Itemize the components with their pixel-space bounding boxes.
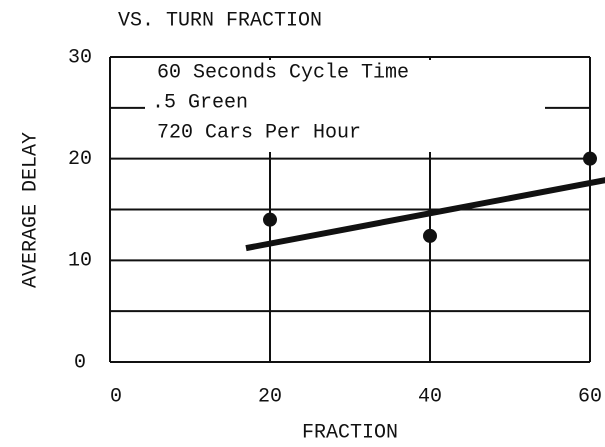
x-tick-label: 0	[110, 385, 122, 408]
x-tick-label: 40	[418, 385, 442, 408]
data-point	[583, 151, 597, 166]
annotation: 60 Seconds Cycle Time	[157, 61, 409, 84]
y-tick-label: 20	[68, 148, 92, 171]
annotation: 720 Cars Per Hour	[157, 121, 361, 144]
annotation-background	[145, 60, 545, 152]
x-tick-label: 20	[258, 385, 282, 408]
x-tick-label: 60	[578, 385, 602, 408]
y-tick-label: 0	[74, 351, 86, 374]
annotation: .5 Green	[152, 91, 248, 114]
chart-title: VS. TURN FRACTION	[118, 9, 322, 32]
data-point	[423, 228, 437, 243]
data-point	[263, 212, 277, 227]
fit-line	[245, 177, 605, 252]
y-tick-label: 30	[68, 46, 92, 69]
y-axis-label: AVERAGE DELAY	[19, 132, 42, 288]
y-tick-label: 10	[68, 250, 92, 273]
x-axis-label: FRACTION	[302, 421, 398, 444]
